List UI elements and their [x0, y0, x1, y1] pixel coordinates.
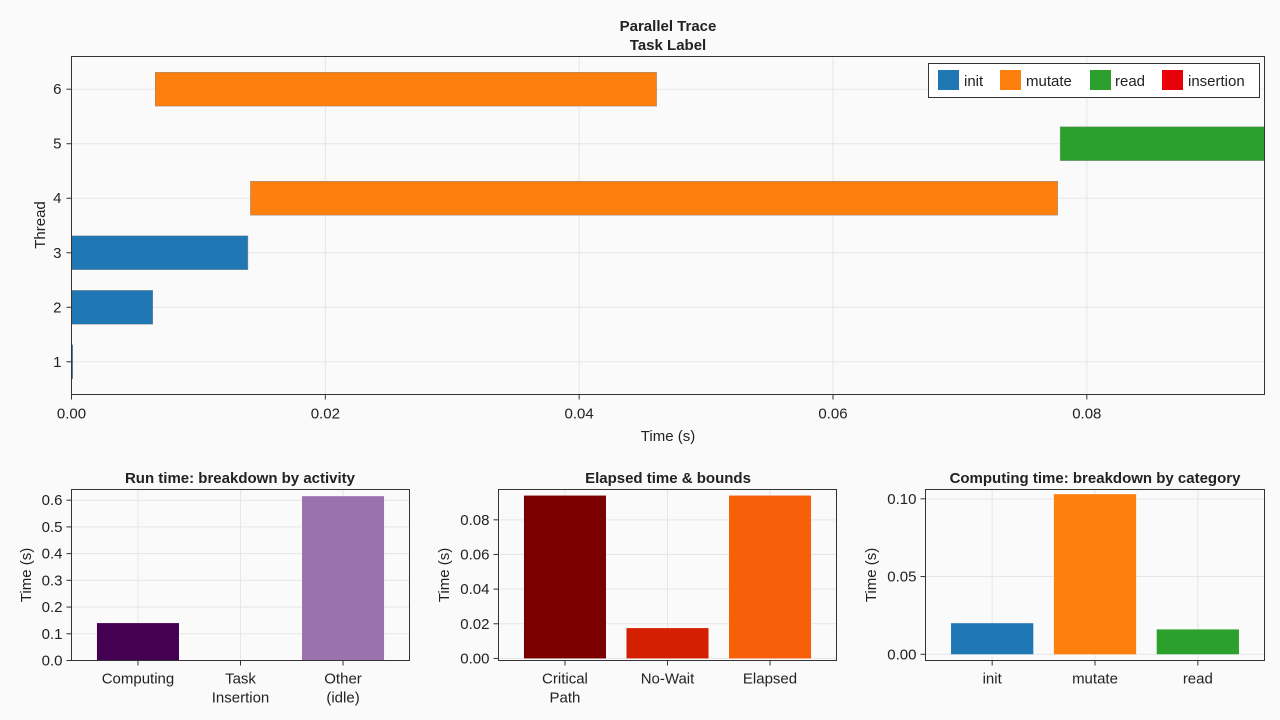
run-time-y-tick-label: 0.0 [42, 653, 63, 670]
computing-x-tick-label: mutate [1072, 671, 1118, 688]
trace-x-tick-label: 0.08 [1072, 406, 1101, 423]
trace-y-tick-label: 5 [53, 136, 61, 153]
elapsed-x-tick-label-line: No-Wait [641, 671, 695, 688]
elapsed-y-tick-label: 0.08 [460, 512, 489, 529]
elapsed-y-tick-label: 0.00 [460, 650, 489, 667]
trace-y-tick-label: 1 [53, 354, 61, 371]
trace-y-tick-label: 3 [53, 245, 61, 262]
run-time-bar [96, 623, 179, 661]
run-time-bar [302, 496, 385, 661]
run-time-y-tick-label: 0.2 [42, 599, 63, 616]
computing-x-tick-label: init [983, 671, 1003, 688]
trace-legend: init mutate read insertion [928, 63, 1260, 98]
run-time-y-tick-label: 0.3 [42, 572, 63, 589]
computing-x-tick-label-line: read [1183, 671, 1213, 688]
elapsed-y-tick-label: 0.06 [460, 546, 489, 563]
elapsed-bar [523, 495, 606, 659]
legend-label-mutate: mutate [1026, 73, 1072, 90]
elapsed-x-tick-label-line: Elapsed [743, 671, 797, 688]
trace-y-tick-label: 2 [53, 299, 61, 316]
computing-x-tick-label-line: mutate [1072, 671, 1118, 688]
elapsed-y-tick-label: 0.02 [460, 616, 489, 633]
trace-bars [71, 72, 1265, 379]
trace-bar-mutate [250, 181, 1058, 216]
legend-swatch-read [1090, 70, 1111, 90]
computing-x-tick-label: read [1183, 671, 1213, 688]
run-time-x-tick-label-line: Task [225, 671, 256, 688]
legend-label-read: read [1115, 73, 1145, 90]
legend-label-insertion: insertion [1188, 73, 1245, 90]
trace-x-tick-label: 0.02 [311, 406, 340, 423]
computing-ylabel: Time (s) [863, 548, 880, 602]
run-time-x-tick-label: Other (idle) [324, 671, 362, 707]
run-time-bars [96, 496, 385, 661]
trace-title: Parallel Trace [620, 18, 717, 35]
computing-bar [1156, 629, 1239, 655]
elapsed-title: Elapsed time & bounds [585, 470, 751, 487]
elapsed-y-tick-label: 0.04 [460, 581, 489, 598]
trace-subtitle: Task Label [630, 37, 706, 54]
trace-frame [71, 56, 1265, 395]
legend-swatch-mutate [1000, 70, 1021, 90]
trace-bar-read [1059, 126, 1265, 161]
elapsed-bar [626, 628, 709, 659]
trace-x-tick-label: 0.04 [565, 406, 594, 423]
elapsed-x-tick-label-line: Path [550, 690, 581, 707]
run-time-x-tick-label-line: (idle) [326, 690, 359, 707]
trace-grid [71, 56, 1265, 395]
run-time-ylabel: Time (s) [18, 548, 35, 602]
trace-y-tick-label: 6 [53, 81, 61, 98]
run-time-y-tick-label: 0.1 [42, 626, 63, 643]
computing-x-tick-label-line: init [983, 671, 1003, 688]
trace-ylabel: Thread [32, 201, 49, 249]
run-time-x-tick-label: Task Insertion [212, 671, 270, 707]
computing-time-chart: Computing time: breakdown by category Ti… [863, 470, 1265, 688]
computing-y-tick-label: 0.00 [887, 646, 916, 663]
elapsed-x-tick-label-line: Critical [542, 671, 588, 688]
trace-x-ticks: 0.00 0.02 0.04 0.06 0.08 [57, 394, 1101, 423]
parallel-trace-chart: Parallel Trace Task Label 0.00 0.02 0.04 0.… [32, 18, 1265, 445]
run-time-y-tick-label: 0.5 [42, 519, 63, 536]
legend-swatch-insertion [1162, 70, 1183, 90]
run-time-y-tick-label: 0.4 [42, 546, 63, 563]
elapsed-ticks: 0.00 0.02 0.04 0.06 0.08 Critical Path No-Wait E… [460, 512, 797, 707]
elapsed-x-tick-label: Elapsed [743, 671, 797, 688]
computing-ticks: 0.00 0.05 0.10 init mutate read [887, 491, 1213, 688]
run-time-ticks: 0.0 0.1 0.2 0.3 0.4 0.5 0.6 Computing Task Insert… [42, 492, 362, 706]
elapsed-x-tick-label: Critical Path [542, 671, 588, 707]
elapsed-bar [729, 495, 812, 659]
trace-xlabel: Time (s) [641, 428, 695, 445]
run-time-x-tick-label: Computing [102, 671, 175, 688]
trace-bar-init [71, 235, 249, 270]
elapsed-x-tick-label: No-Wait [641, 671, 695, 688]
legend-label-init: init [964, 73, 984, 90]
trace-y-tick-label: 4 [53, 190, 61, 207]
elapsed-bars [523, 495, 812, 659]
computing-y-tick-label: 0.05 [887, 569, 916, 586]
run-time-x-tick-label-line: Computing [102, 671, 175, 688]
elapsed-time-chart: Elapsed time & bounds Time (s) 0.000.020… [436, 470, 837, 707]
run-time-x-tick-label-line: Insertion [212, 690, 270, 707]
trace-x-tick-label: 0.00 [57, 406, 86, 423]
run-time-title: Run time: breakdown by activity [125, 470, 356, 487]
trace-x-tick-label: 0.06 [818, 406, 847, 423]
elapsed-ylabel: Time (s) [436, 548, 453, 602]
computing-bar [951, 623, 1034, 655]
computing-bars [951, 494, 1239, 655]
run-time-y-tick-label: 0.6 [42, 492, 63, 509]
run-time-chart: Run time: breakdown by activity Time (s)… [18, 470, 410, 707]
trace-bar-init [71, 290, 153, 325]
computing-y-tick-label: 0.10 [887, 491, 916, 508]
run-time-x-tick-label-line: Other [324, 671, 362, 688]
trace-bar-mutate [155, 72, 657, 107]
computing-title: Computing time: breakdown by category [950, 470, 1242, 487]
trace-y-ticks: 1 2 3 4 5 6 [53, 81, 72, 371]
legend-swatch-init [938, 70, 959, 90]
computing-bar [1053, 494, 1137, 655]
